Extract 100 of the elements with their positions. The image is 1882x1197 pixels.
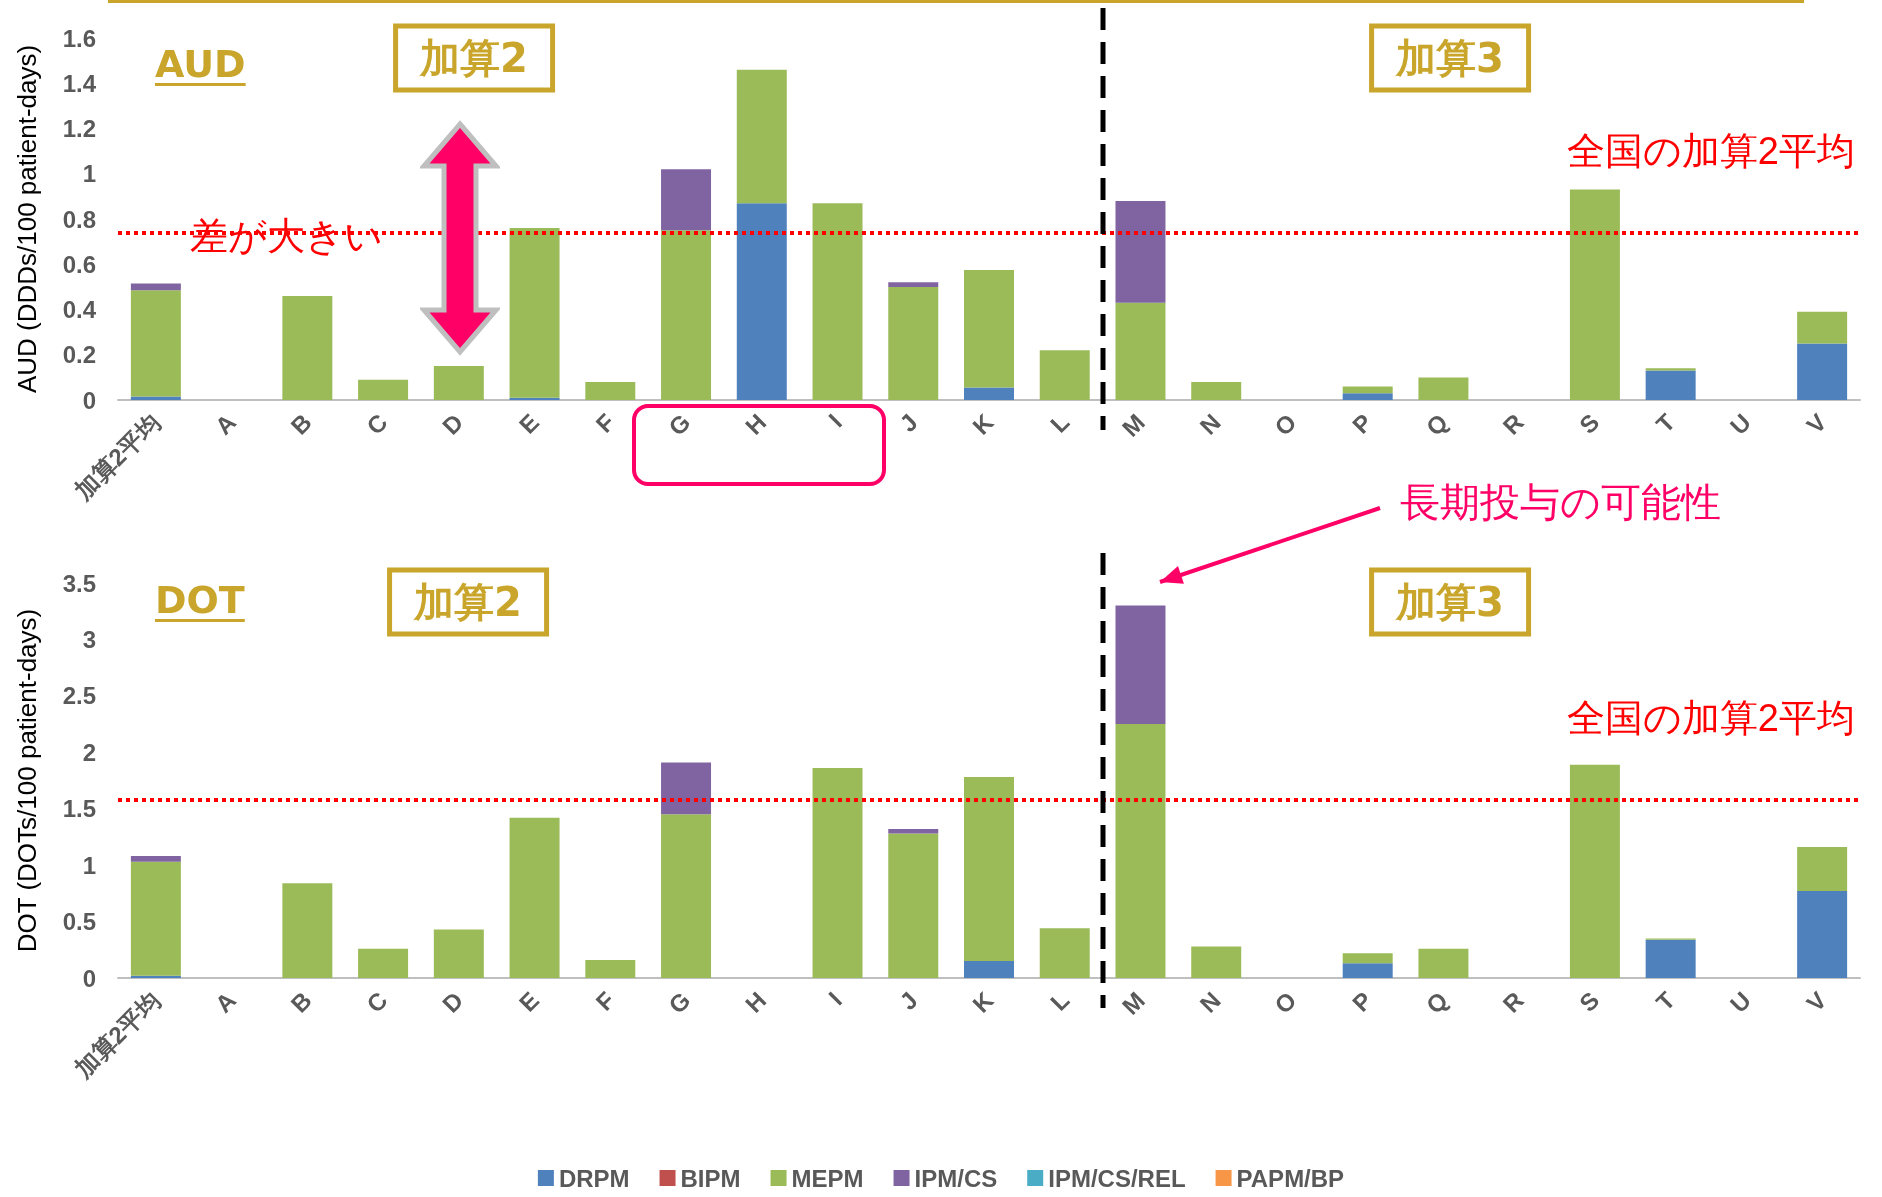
- y-tick-label: 3: [82, 625, 96, 653]
- bar: [1645, 370, 1696, 400]
- x-tick-label: F: [590, 986, 620, 1016]
- bar: [1115, 605, 1166, 725]
- x-tick-label: Q: [1420, 986, 1453, 1019]
- x-tick-label: G: [663, 986, 696, 1019]
- chart-title: DOT: [155, 578, 245, 622]
- bar: [1115, 302, 1166, 400]
- bar: [1797, 343, 1848, 400]
- x-tick-label: D: [437, 986, 469, 1018]
- text: 長期投与の可能性: [1400, 477, 1721, 527]
- bar: [1569, 764, 1620, 978]
- bar: [1797, 311, 1848, 344]
- x-tick-label: I: [823, 986, 848, 1011]
- bar: [130, 290, 181, 397]
- x-tick-label: G: [663, 408, 696, 441]
- bar: [888, 833, 939, 978]
- ref-line-label: 全国の加算2平均: [1566, 129, 1855, 172]
- y-tick-label: 1.4: [62, 69, 97, 97]
- x-tick-label: V: [1801, 408, 1832, 439]
- bar: [1342, 386, 1393, 394]
- bar: [358, 379, 409, 400]
- x-tick-label: R: [1497, 986, 1529, 1018]
- y-axis-title: AUD (DDDs/100 patient-days): [12, 44, 42, 394]
- x-tick-label: O: [1269, 986, 1302, 1019]
- bar: [812, 203, 863, 400]
- bar: [433, 929, 484, 978]
- bar: [964, 269, 1014, 388]
- bar: [736, 203, 787, 400]
- annotation: 加算2: [393, 23, 555, 93]
- x-tick-label: U: [1724, 986, 1756, 1018]
- x-tick-label: L: [1044, 408, 1075, 438]
- bar: [282, 295, 333, 400]
- bar: [1645, 368, 1696, 371]
- bar: [1039, 350, 1090, 400]
- bar: [130, 283, 181, 291]
- annotation: 加算2: [387, 567, 549, 637]
- bar: [1191, 946, 1242, 978]
- x-tick-label: S: [1574, 408, 1605, 439]
- x-tick-label: C: [361, 986, 393, 1018]
- y-tick-label: 1: [82, 160, 96, 188]
- bar: [1191, 381, 1242, 400]
- x-tick-label: M: [1116, 408, 1151, 442]
- x-tick-label: E: [513, 986, 545, 1017]
- bar: [1115, 724, 1166, 978]
- bar: [1797, 847, 1848, 892]
- x-tick-label: O: [1269, 408, 1302, 441]
- legend-label: BIPM: [680, 1164, 741, 1192]
- bar: [130, 856, 181, 862]
- x-tick-label: R: [1497, 408, 1529, 440]
- x-tick-label: H: [739, 408, 772, 440]
- x-tick-label: H: [739, 986, 772, 1018]
- bar: [1039, 928, 1090, 978]
- y-tick-label: 1.5: [62, 795, 96, 823]
- bar: [661, 169, 712, 231]
- x-tick-label: A: [209, 986, 242, 1018]
- x-tick-label: K: [967, 985, 1000, 1018]
- y-tick-label: 2.5: [62, 682, 96, 710]
- x-tick-label: N: [1194, 986, 1226, 1018]
- legend-label: MEPM: [791, 1164, 864, 1192]
- x-tick-label: F: [590, 408, 620, 438]
- bar: [661, 762, 712, 815]
- bar: [1342, 963, 1393, 978]
- legend-label: DRPM: [558, 1164, 630, 1192]
- annotation: 加算3: [1369, 567, 1531, 637]
- bar: [1342, 953, 1393, 964]
- x-tick-label: B: [285, 986, 317, 1018]
- y-tick-label: 0.4: [62, 296, 97, 323]
- y-tick-label: 0.6: [62, 250, 96, 278]
- bar: [1569, 189, 1620, 400]
- x-tick-label: D: [437, 408, 469, 440]
- legend-label: IPM/CS: [914, 1164, 998, 1192]
- chart-title: AUD: [155, 42, 246, 86]
- x-tick-label: L: [1044, 986, 1075, 1016]
- x-tick-label: U: [1724, 408, 1756, 440]
- x-tick-label: Q: [1420, 408, 1453, 441]
- annotation: 加算3: [1369, 23, 1531, 93]
- bar: [812, 768, 863, 978]
- legend-label: PAPM/BP: [1236, 1164, 1345, 1192]
- y-tick-label: 1.6: [62, 24, 96, 52]
- x-tick-label: T: [1650, 986, 1681, 1016]
- x-tick-label: A: [209, 408, 242, 440]
- bar: [585, 959, 636, 978]
- y-tick-label: 0.2: [62, 341, 96, 369]
- ref-line-label: 全国の加算2平均: [1566, 696, 1855, 739]
- x-tick-label: P: [1346, 408, 1378, 439]
- bar: [964, 387, 1014, 400]
- x-tick-label: K: [967, 407, 1000, 440]
- x-tick-label: T: [1650, 408, 1681, 438]
- x-tick-label: V: [1801, 986, 1832, 1017]
- bar: [433, 366, 484, 400]
- bar: [888, 829, 939, 834]
- x-tick-label: I: [823, 408, 848, 433]
- bar: [888, 282, 939, 287]
- bar: [964, 777, 1014, 962]
- bar: [509, 817, 560, 978]
- y-tick-label: 0.8: [62, 205, 96, 233]
- y-tick-label: 3.5: [62, 569, 96, 597]
- y-axis-title: DOT (DOTs/100 patient-days): [12, 608, 42, 953]
- x-tick-label: E: [513, 408, 545, 439]
